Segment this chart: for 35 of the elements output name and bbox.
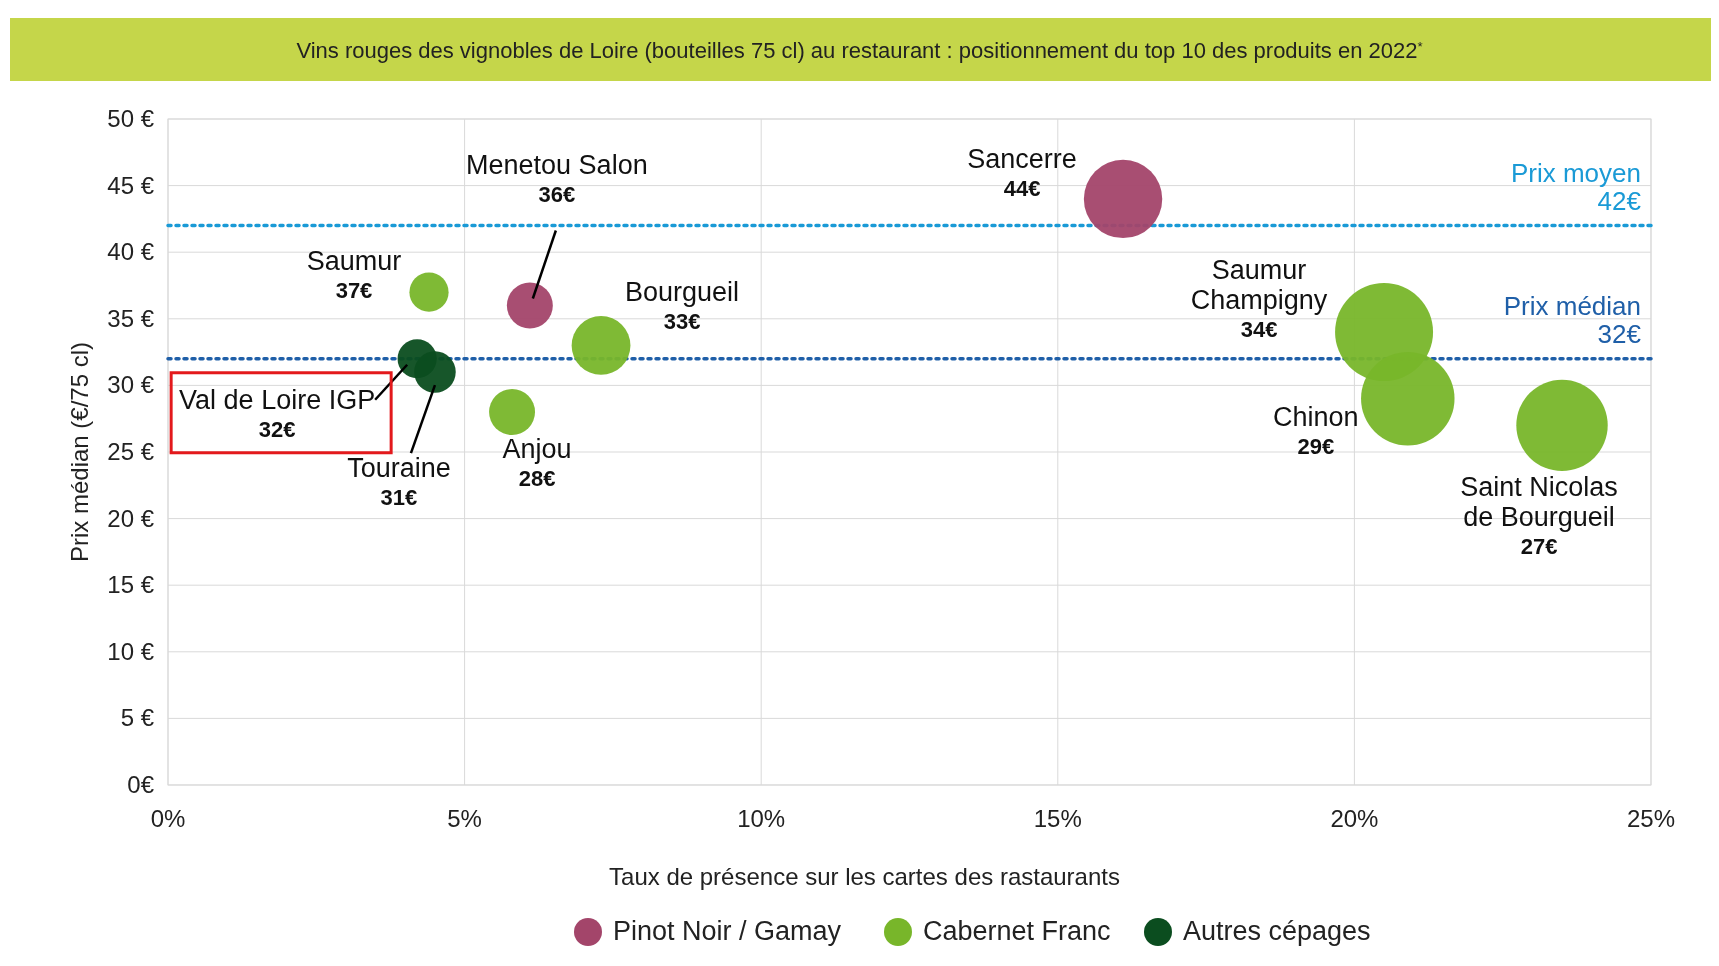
y-tick-label: 40 € <box>107 238 155 266</box>
x-axis-title: Taux de présence sur les cartes des rastaurants <box>609 863 1120 890</box>
x-tick-label: 20% <box>1330 805 1379 832</box>
annotation: Anjou 28€ <box>502 434 572 492</box>
y-tick-label: 10 € <box>107 637 155 665</box>
y-tick-label: 0€ <box>127 771 155 798</box>
annotation: Bourgueil 33€ <box>625 277 740 335</box>
legend-label: Autres cépages <box>1183 916 1371 946</box>
annotation: Val de Loire IGP 32€ <box>179 384 376 442</box>
annotation: Menetou Salon 36€ <box>466 150 648 208</box>
y-tick-label: 35 € <box>107 304 155 332</box>
x-tick-label: 10% <box>737 805 786 832</box>
annotation: Saint Nicolas de Bourgueil 27€ <box>1460 472 1618 560</box>
annotation: Saumur 37€ <box>306 246 402 304</box>
x-tick-label: 15% <box>1033 805 1082 832</box>
y-tick-label: 20 € <box>107 504 155 532</box>
y-tick-label: 45 € <box>107 171 155 199</box>
ref-line-label: Prix médian 32€ <box>1503 290 1642 349</box>
ref-line-label: Prix moyen 42€ <box>1510 157 1642 216</box>
y-axis-title: Prix médian (€/75 cl) <box>66 341 93 563</box>
annotation: Sancerre 44€ <box>967 143 1077 201</box>
x-tick-label: 0% <box>150 805 186 832</box>
y-tick-label: 5 € <box>120 704 155 732</box>
annotation: Touraine 31€ <box>347 453 451 511</box>
annotation: Saumur Champigny 34€ <box>1190 255 1328 343</box>
legend-label: Pinot Noir / Gamay <box>613 916 842 946</box>
x-tick-label: 25% <box>1626 805 1676 832</box>
y-tick-label: 30 € <box>107 371 155 399</box>
y-tick-label: 50 € <box>107 105 155 132</box>
annotation: Chinon 29€ <box>1273 401 1359 459</box>
x-tick-label: 5% <box>447 805 482 832</box>
legend-label: Cabernet Franc <box>923 916 1111 946</box>
y-tick-label: 25 € <box>107 438 155 465</box>
y-tick-label: 15 € <box>107 571 155 599</box>
chart-title: Vins rouges des vignobles de Loire (bouteilles 75 cl) au restaurant : positionnement du top 10 des produits en 2022$^{*}$ <box>296 38 1423 63</box>
